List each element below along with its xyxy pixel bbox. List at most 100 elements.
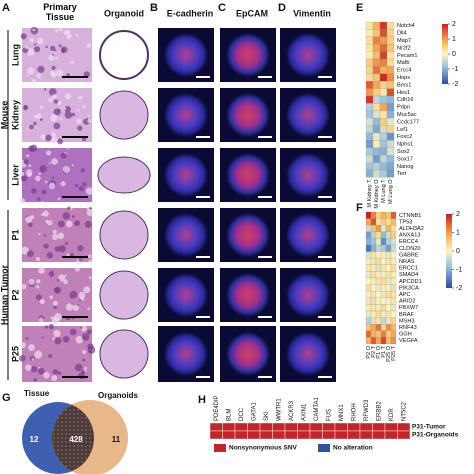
tissue-texture <box>64 274 67 277</box>
venn-set-label: Organoids <box>98 391 139 400</box>
heatmap-cell <box>365 155 374 163</box>
tissue-texture <box>80 326 83 329</box>
tissue-texture <box>87 118 92 123</box>
fluorescence-signal <box>226 213 270 257</box>
heatmap-cell <box>380 238 387 246</box>
gene-label: ERBB2 <box>376 401 382 421</box>
heatmap-cell <box>380 251 387 259</box>
gene-label: MNX1 <box>339 404 345 421</box>
heatmap-cell <box>370 337 377 345</box>
heatmap-cell <box>386 155 395 163</box>
heatmap-cell <box>370 218 377 226</box>
heatmap-cell <box>365 110 374 119</box>
heatmap-cell <box>380 258 387 265</box>
colorbar <box>446 214 452 288</box>
tissue-texture <box>86 329 92 335</box>
tissue-texture <box>77 125 83 131</box>
tissue-texture <box>78 372 85 380</box>
heatmap-cell <box>375 284 382 292</box>
colorbar-tick-label: 0 <box>456 248 460 255</box>
panel-label: B <box>150 2 158 14</box>
heatmap-cell <box>385 211 392 219</box>
gene-label: Mafb <box>397 60 409 66</box>
heatmap-cell <box>365 337 372 345</box>
heatmap-cell <box>365 103 374 111</box>
colorbar <box>442 24 448 84</box>
heatmap-cell <box>379 118 388 126</box>
tissue-texture <box>54 49 57 52</box>
fluorescence-signal <box>286 332 330 376</box>
heatmap-cell <box>365 297 372 305</box>
heatmap-cell <box>372 147 381 156</box>
heatmap-cell <box>385 251 392 259</box>
tissue-texture <box>37 65 45 73</box>
tissue-texture <box>33 43 37 46</box>
tissue-texture <box>25 169 33 176</box>
tissue-texture <box>65 303 74 311</box>
colorbar-tick-label: 2 <box>456 211 460 218</box>
heatmap-cell <box>365 258 372 265</box>
heatmap-cell <box>380 225 387 232</box>
mutation-cell <box>247 430 261 440</box>
heatmap-cell <box>375 218 382 226</box>
heatmap-cell <box>379 140 388 148</box>
gene-label: Ccdc177 <box>397 119 419 125</box>
tissue-texture <box>38 317 44 323</box>
venn-overlap <box>52 402 94 474</box>
tissue-texture <box>50 270 54 273</box>
heatmap-cell <box>372 118 381 126</box>
heatmap-cell <box>370 310 377 318</box>
tissue-texture <box>21 246 29 255</box>
gene-label: BLM <box>226 409 232 421</box>
heatmap-cell <box>385 317 392 325</box>
tissue-texture <box>72 304 80 311</box>
tissue-texture <box>59 117 63 120</box>
tissue-texture <box>74 363 83 372</box>
tissue-texture <box>29 37 34 43</box>
tissue-texture <box>38 232 41 236</box>
tissue-texture <box>88 259 93 263</box>
gene-label: Nphs1 <box>397 142 413 148</box>
gene-label: Tert <box>397 171 407 177</box>
heatmap-cell <box>375 291 382 298</box>
tissue-texture <box>66 33 72 40</box>
heatmap-cell <box>375 277 382 285</box>
tissue-texture <box>45 134 52 142</box>
tissue-texture <box>51 233 59 240</box>
heatmap-cell <box>379 29 388 37</box>
heatmap-cell <box>379 110 388 119</box>
tissue-texture <box>25 216 33 223</box>
fluorescence-signal <box>286 213 330 257</box>
heatmap-cell <box>365 238 372 246</box>
tissue-texture <box>78 291 86 299</box>
heatmap-cell <box>372 58 381 67</box>
tissue-texture <box>65 317 69 320</box>
heatmap-cell <box>365 264 372 272</box>
fluorescence-signal <box>164 33 208 77</box>
gene-label: APC <box>399 292 411 298</box>
tissue-texture <box>82 182 87 187</box>
tissue-texture <box>60 181 66 187</box>
column-label: P2 T <box>371 345 377 357</box>
column-label: M Kidney T <box>367 179 373 208</box>
heatmap-cell <box>379 51 388 60</box>
gene-label: Foxc2 <box>397 134 412 140</box>
gene-label: ERCC4 <box>399 239 418 245</box>
tissue-texture <box>49 295 53 300</box>
heatmap-cell <box>365 29 374 37</box>
heatmap-cell <box>380 324 387 331</box>
tissue-texture <box>47 219 53 226</box>
colorbar-tick-label: -2 <box>456 285 462 292</box>
colorbar-tick-label: -1 <box>456 266 462 273</box>
gene-label: Sox2 <box>397 149 410 155</box>
gene-label: FBXW7 <box>399 305 418 311</box>
tissue-texture <box>64 105 71 113</box>
heatmap-cell <box>390 310 397 318</box>
heatmap-cell <box>370 258 377 265</box>
fluorescence-signal <box>226 153 270 197</box>
tissue-texture <box>81 333 90 341</box>
gene-label: SKI <box>264 411 270 421</box>
fluorescence-signal <box>226 273 270 317</box>
tissue-texture <box>84 220 93 229</box>
tissue-texture <box>57 197 61 201</box>
